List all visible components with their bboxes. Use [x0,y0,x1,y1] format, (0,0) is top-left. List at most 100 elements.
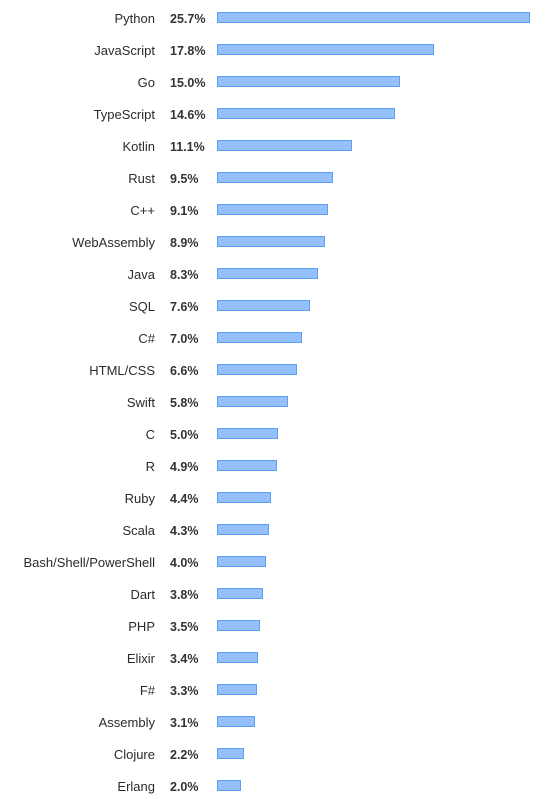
category-label: PHP [128,619,155,634]
category-label: WebAssembly [72,235,155,250]
category-label: Rust [128,171,155,186]
value-label: 9.5% [170,172,199,186]
category-label: Swift [126,395,155,410]
bar [217,268,318,279]
value-label: 14.6% [170,108,206,122]
bar-row: Scala 4.3% [0,515,553,547]
bar-row: R 4.9% [0,451,553,483]
category-label: Erlang [117,779,155,794]
category-label: Scala [122,523,155,538]
category-label: TypeScript [93,107,155,122]
bar-row: SQL 7.6% [0,291,553,323]
bar [217,684,257,695]
bar [217,588,263,599]
bar-row: Go 15.0% [0,67,553,99]
value-label: 8.9% [170,236,199,250]
bar-row: Java 8.3% [0,259,553,291]
value-label: 3.8% [170,588,199,602]
category-label: Clojure [113,747,155,762]
category-label: R [145,459,155,474]
value-label: 4.0% [170,556,199,570]
category-label: Dart [130,587,155,602]
category-label: HTML/CSS [89,363,155,378]
bar-row: Bash/Shell/PowerShell 4.0% [0,547,553,579]
bar [217,76,400,87]
bar [217,140,352,151]
category-label: Bash/Shell/PowerShell [23,555,155,570]
bar [217,300,310,311]
bar [217,236,325,247]
bar-row: TypeScript 14.6% [0,99,553,131]
bar-row: C# 7.0% [0,323,553,355]
bar-row: C 5.0% [0,419,553,451]
bar-row: Erlang 2.0% [0,771,553,803]
value-label: 5.0% [170,428,199,442]
category-label: C# [138,331,155,346]
value-label: 4.9% [170,460,199,474]
category-label: JavaScript [94,43,155,58]
bar-row: Elixir 3.4% [0,643,553,675]
bar-row: Python 25.7% [0,3,553,35]
bar [217,364,297,375]
bar [217,12,530,23]
value-label: 25.7% [170,12,206,26]
bar-row: Dart 3.8% [0,579,553,611]
value-label: 15.0% [170,76,206,90]
bar [217,428,278,439]
value-label: 17.8% [170,44,206,58]
value-label: 11.1% [170,140,205,154]
category-label: Ruby [124,491,155,506]
bar [217,44,434,55]
bar [217,172,333,183]
category-label: C++ [130,203,155,218]
category-label: Elixir [126,651,155,666]
value-label: 9.1% [170,204,199,218]
value-label: 5.8% [170,396,199,410]
bar-row: HTML/CSS 6.6% [0,355,553,387]
value-label: 3.4% [170,652,199,666]
bar-row: C++ 9.1% [0,195,553,227]
category-label: Go [137,75,155,90]
value-label: 7.0% [170,332,199,346]
bar-row: PHP 3.5% [0,611,553,643]
bar [217,716,255,727]
category-label: F# [139,683,155,698]
value-label: 7.6% [170,300,199,314]
bar [217,204,328,215]
value-label: 3.1% [170,716,199,730]
category-label: SQL [128,299,155,314]
bar-row: Clojure 2.2% [0,739,553,771]
bar [217,652,258,663]
value-label: 4.4% [170,492,199,506]
bar [217,748,244,759]
category-label: Java [127,267,155,282]
value-label: 4.3% [170,524,199,538]
value-label: 2.2% [170,748,199,762]
bar-row: Swift 5.8% [0,387,553,419]
value-label: 2.0% [170,780,199,794]
bar-row: F# 3.3% [0,675,553,707]
bar [217,460,277,471]
value-label: 8.3% [170,268,199,282]
bar [217,780,241,791]
value-label: 3.3% [170,684,199,698]
bar-row: Assembly 3.1% [0,707,553,739]
bar-row: JavaScript 17.8% [0,35,553,67]
category-label: Kotlin [122,139,155,154]
category-label: C [145,427,155,442]
category-label: Assembly [98,715,155,730]
bar [217,492,271,503]
category-label: Python [114,11,155,26]
bar [217,524,269,535]
bar [217,556,266,567]
bar-row: WebAssembly 8.9% [0,227,553,259]
bar [217,620,260,631]
bar-row: Rust 9.5% [0,163,553,195]
bar-row: Kotlin 11.1% [0,131,553,163]
value-label: 3.5% [170,620,199,634]
bar [217,108,395,119]
bar-row: Ruby 4.4% [0,483,553,515]
bar [217,332,302,343]
value-label: 6.6% [170,364,199,378]
